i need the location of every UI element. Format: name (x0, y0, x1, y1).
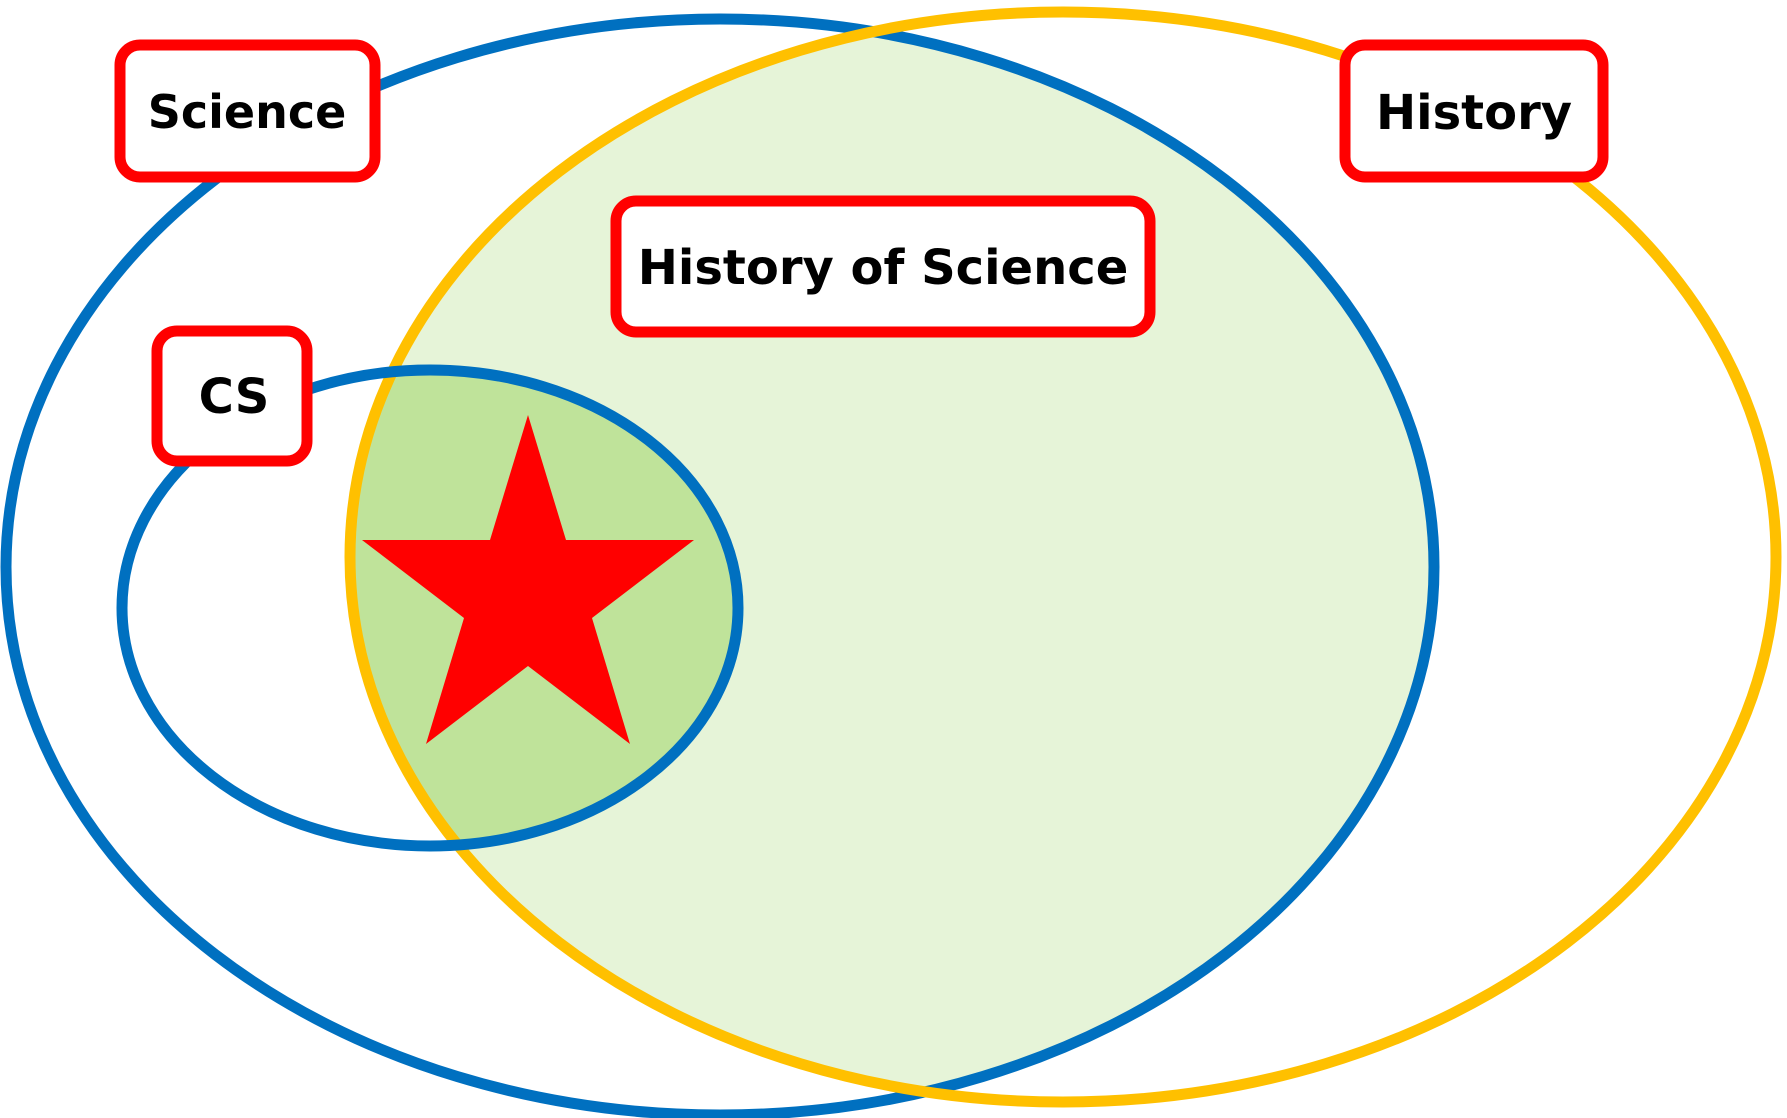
science-label-box: Science (114, 39, 381, 183)
history-of-science-label-box: History of Science (610, 195, 1156, 338)
history-of-science-label: History of Science (638, 240, 1129, 296)
science-set-outline (0, 13, 1440, 1118)
cs-label: CS (199, 369, 270, 425)
history-label-box: History (1339, 39, 1609, 183)
history-label: History (1376, 85, 1572, 141)
history-set-outline (344, 6, 1782, 1108)
star-icon (362, 415, 694, 744)
science-label: Science (148, 85, 347, 139)
cs-set-outline (116, 364, 744, 852)
cs-label-box: CS (151, 325, 313, 467)
